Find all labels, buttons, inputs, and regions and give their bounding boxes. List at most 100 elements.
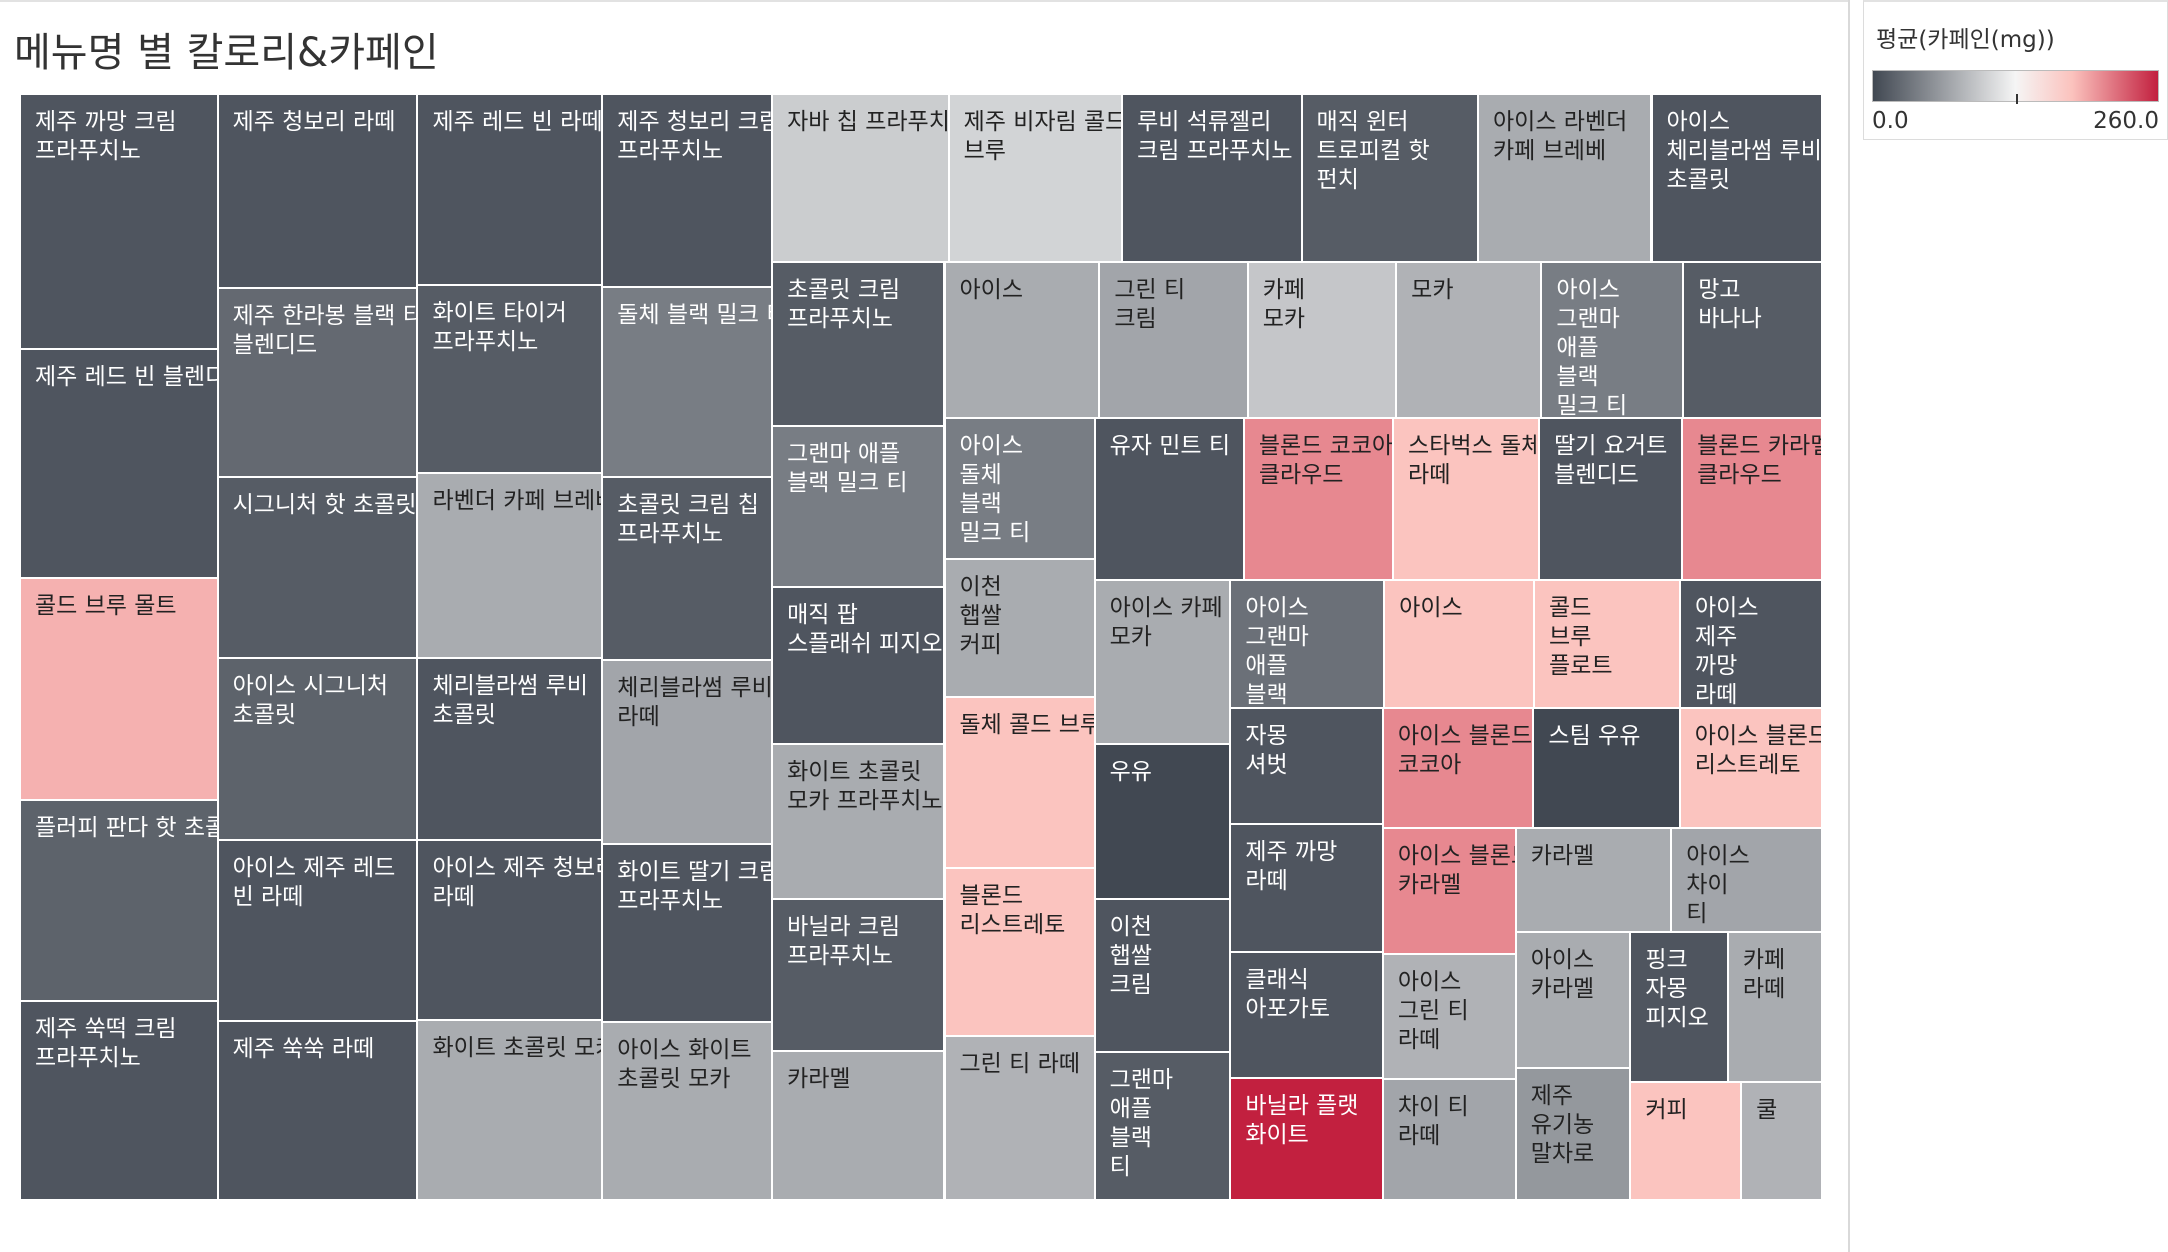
treemap-cell[interactable]: 바닐라 크림 프라푸치노 [773, 900, 946, 1053]
treemap-cell[interactable]: 망고 바나나 [1684, 263, 1823, 420]
treemap-cell[interactable]: 이천 햅쌀 커피 [945, 560, 1096, 698]
treemap-cell[interactable]: 이천 햅쌀 크림 [1095, 900, 1232, 1053]
treemap-cell[interactable]: 그린 티 라떼 [945, 1036, 1096, 1201]
treemap-cell[interactable]: 카페 라떼 [1728, 933, 1823, 1083]
treemap-cell[interactable]: 제주 쑥떡 크림 프라푸치노 [21, 1002, 219, 1201]
treemap-cell-label: 화이트 초콜릿 모카 프라푸치노 [787, 759, 943, 815]
treemap-cell[interactable]: 매직 팝 스플래쉬 피지오 [773, 587, 946, 746]
treemap-cell-label: 제주 청보리 라떼 [232, 109, 396, 135]
treemap-cell[interactable]: 아이스 제주 까망 라떼 [1681, 581, 1823, 710]
treemap-cell[interactable]: 콜드 브루 몰트 [21, 579, 219, 801]
treemap-cell-label: 아이스 그랜마 애플 블랙 밀크 티 [1556, 277, 1628, 420]
treemap-cell[interactable]: 돌체 콜드 브루 [945, 697, 1096, 869]
legend-min-label: 0.0 [1872, 108, 1909, 134]
treemap-cell[interactable]: 루비 석류젤리 크림 프라푸치노 [1123, 95, 1303, 264]
treemap-cell[interactable]: 화이트 초콜릿 모카 프라푸치노 [773, 745, 946, 901]
treemap-cell-label: 자바 칩 프라푸치노 [787, 109, 950, 135]
treemap-cell[interactable]: 초콜릿 크림 칩 프라푸치노 [603, 477, 774, 662]
treemap-cell[interactable]: 아이스 제주 청보리 라떼 [418, 841, 604, 1022]
treemap-cell[interactable]: 클래식 아포가토 [1231, 953, 1384, 1079]
treemap-cell-label: 유자 민트 티 [1109, 433, 1231, 460]
treemap-cell[interactable]: 제주 까망 크림 프라푸치노 [21, 95, 219, 350]
treemap-cell[interactable]: 우유 [1095, 744, 1232, 901]
treemap-cell[interactable]: 화이트 타이거 프라푸치노 [418, 285, 604, 474]
treemap-cell[interactable]: 블론드 코코아 클라우드 [1244, 419, 1395, 582]
treemap-cell[interactable]: 아이스 제주 레드 빈 라떼 [218, 840, 419, 1023]
treemap-cell[interactable]: 체리블라썸 루비 라떼 [603, 661, 774, 846]
treemap-cell[interactable]: 라벤더 카페 브레베 [418, 473, 604, 659]
treemap-cell[interactable]: 제주 한라봉 블랙 티 블렌디드 [218, 288, 419, 478]
treemap-cell[interactable]: 플러피 판다 핫 초콜릿 [21, 800, 219, 1003]
treemap-cell[interactable]: 제주 레드 빈 라떼 [418, 95, 604, 286]
treemap-cell[interactable]: 아이스 그랜마 애플 블랙 [1231, 581, 1386, 710]
treemap-cell[interactable]: 카페 모카 [1248, 263, 1398, 420]
treemap-cell-label: 아이스 시그니처 초콜릿 [232, 673, 389, 729]
treemap-cell[interactable]: 커피 [1631, 1082, 1743, 1201]
treemap-cell[interactable]: 체리블라썸 루비 초콜릿 [418, 658, 604, 842]
treemap-cell[interactable]: 카라멜 [773, 1052, 946, 1201]
treemap-cell[interactable]: 자바 칩 프라푸치노 [773, 95, 950, 264]
treemap-cell[interactable]: 아이스 카페 모카 [1095, 581, 1232, 745]
treemap-cell[interactable]: 돌체 블랙 밀크 티 [603, 287, 774, 478]
treemap-cell[interactable]: 제주 청보리 크림 프라푸치노 [603, 95, 774, 288]
treemap-cell[interactable]: 카라멜 [1516, 829, 1673, 934]
treemap-cell[interactable]: 아이스 그랜마 애플 블랙 밀크 티 [1542, 263, 1685, 420]
treemap-cell-label: 그린 티 라떼 [959, 1050, 1080, 1077]
treemap-cell[interactable]: 아이스 블론드 리스트레토 [1680, 709, 1823, 830]
treemap-cell[interactable]: 화이트 초콜릿 모카 [418, 1021, 604, 1201]
treemap-cell-label: 플러피 판다 핫 초콜릿 [35, 814, 217, 841]
treemap-cell[interactable]: 아이스 그린 티 라떼 [1383, 954, 1517, 1080]
treemap-cell[interactable]: 아이스 카라멜 [1516, 933, 1632, 1070]
treemap-cell[interactable]: 아이스 화이트 초콜릿 모카 [603, 1023, 774, 1201]
treemap-cell[interactable]: 그랜마 애플 블랙 밀크 티 [773, 426, 946, 588]
treemap-cell[interactable]: 스타벅스 돌체 라떼 [1394, 419, 1541, 582]
treemap-cell-label: 아이스 라벤더 카페 브레베 [1493, 109, 1628, 164]
treemap-cell-label: 그랜마 애플 블랙 밀크 티 [787, 440, 908, 496]
treemap-cell[interactable]: 아이스 돌체 블랙 밀크 티 [945, 419, 1096, 561]
treemap-cell[interactable]: 제주 비자림 콜드 브루 [949, 95, 1124, 264]
treemap-cell[interactable]: 쿨 [1742, 1082, 1823, 1201]
treemap-cell-label: 제주 레드 빈 블렌디드 [35, 363, 217, 390]
treemap-cell[interactable]: 딸기 요거트 블렌디드 [1540, 419, 1684, 582]
treemap-cell[interactable]: 제주 까망 라떼 [1231, 824, 1384, 954]
treemap-cell-label: 블론드 코코아 클라우드 [1258, 433, 1394, 489]
treemap-cell[interactable]: 아이스 [1385, 581, 1536, 710]
treemap-cell[interactable]: 아이스 [945, 263, 1101, 420]
treemap-cell[interactable]: 핑크 자몽 피지오 [1631, 933, 1729, 1083]
treemap-cell[interactable]: 아이스 블론드 코코아 [1383, 709, 1535, 830]
treemap-cell[interactable]: 콜드 브루 플로트 [1535, 581, 1681, 710]
treemap-cell[interactable]: 차이 티 라떼 [1383, 1079, 1517, 1201]
treemap-cell[interactable]: 블론드 카라멜 클라우드 [1683, 419, 1823, 582]
treemap-cell[interactable]: 아이스 체리블라썸 루비 초콜릿 [1652, 95, 1823, 264]
treemap-cell-label: 콜드 브루 몰트 [35, 593, 177, 620]
treemap-cell[interactable]: 제주 유기농 말차로 [1516, 1069, 1632, 1201]
treemap-cell-label: 이천 햅쌀 크림 [1109, 914, 1152, 999]
treemap-cell-label: 아이스 제주 청보리 라떼 [432, 855, 601, 911]
treemap-cell[interactable]: 바닐라 플랫 화이트 [1231, 1078, 1384, 1201]
treemap-cell[interactable]: 화이트 딸기 크림 프라푸치노 [603, 845, 774, 1024]
treemap-cell-label: 카페 모카 [1262, 277, 1306, 333]
treemap-cell[interactable]: 그린 티 크림 [1100, 263, 1249, 420]
treemap-cell-label: 아이스 블론드 코코아 [1397, 723, 1533, 779]
treemap-cell[interactable]: 스팀 우유 [1534, 709, 1681, 830]
treemap-cell[interactable]: 시그니처 핫 초콜릿 [218, 477, 419, 660]
treemap-cell[interactable]: 자몽 셔벗 [1231, 709, 1384, 825]
treemap-cell[interactable]: 제주 청보리 라떼 [218, 95, 419, 289]
treemap-cell[interactable]: 아이스 시그니처 초콜릿 [218, 659, 419, 841]
treemap-cell[interactable]: 블론드 리스트레토 [945, 868, 1096, 1037]
treemap-cell[interactable]: 그랜마 애플 블랙 티 [1095, 1052, 1232, 1201]
treemap-cell-label: 아이스 그린 티 라떼 [1397, 968, 1469, 1053]
treemap-cell-label: 초콜릿 크림 프라푸치노 [787, 277, 901, 333]
treemap-cell[interactable]: 아이스 차이 티 [1672, 829, 1823, 934]
treemap-cell[interactable]: 모카 [1397, 263, 1543, 420]
treemap-cell-label: 아이스 돌체 블랙 밀크 티 [959, 433, 1031, 547]
treemap-cell[interactable]: 아이스 블론드 카라멜 [1383, 829, 1517, 955]
treemap-cell[interactable]: 제주 쑥쑥 라떼 [218, 1022, 419, 1201]
treemap-cell[interactable]: 유자 민트 티 [1095, 419, 1245, 582]
treemap-cell[interactable]: 제주 레드 빈 블렌디드 [21, 349, 219, 580]
treemap-cell[interactable]: 아이스 라벤더 카페 브레베 [1479, 95, 1653, 264]
treemap-cell[interactable]: 매직 윈터 트로피컬 핫 펀치 [1302, 95, 1480, 264]
treemap-cell[interactable]: 초콜릿 크림 프라푸치노 [773, 263, 946, 427]
treemap-cell-label: 클래식 아포가토 [1245, 967, 1330, 1023]
